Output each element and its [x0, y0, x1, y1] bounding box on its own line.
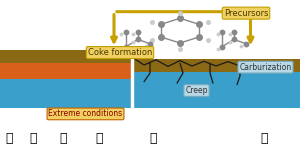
Text: Creep: Creep [185, 86, 208, 95]
Text: 🔥: 🔥 [149, 132, 157, 145]
Bar [130, 0, 133, 146]
Text: Coke formation: Coke formation [88, 48, 152, 57]
Text: Carburization: Carburization [239, 63, 292, 72]
Text: Extreme conditions: Extreme conditions [48, 109, 123, 118]
Text: 🔥: 🔥 [5, 132, 13, 145]
Bar [132, 59, 300, 72]
Bar [0, 79, 130, 108]
Text: 🔥: 🔥 [260, 132, 268, 145]
Bar [132, 72, 300, 108]
Bar [0, 50, 130, 64]
Text: 🔥: 🔥 [29, 132, 37, 145]
Text: 🔥: 🔥 [59, 132, 67, 145]
Text: Precursors: Precursors [224, 9, 268, 18]
Text: 🔥: 🔥 [95, 132, 103, 145]
Bar [0, 63, 130, 80]
